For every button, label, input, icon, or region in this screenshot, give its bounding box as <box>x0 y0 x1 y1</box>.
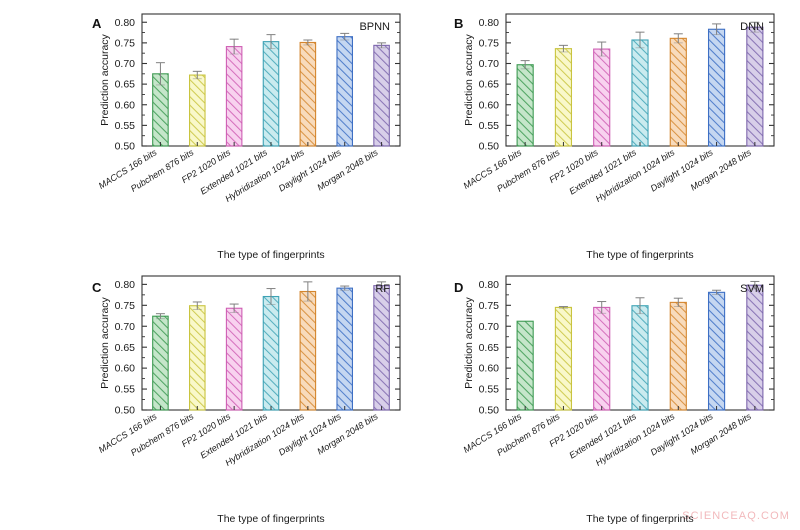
bar <box>262 295 280 411</box>
y-tick-label: 0.55 <box>115 384 136 396</box>
bar <box>516 64 534 147</box>
bar <box>669 301 687 411</box>
bar <box>516 320 534 411</box>
y-axis-title: Prediction accuracy <box>463 296 475 388</box>
y-tick-label: 0.55 <box>115 120 136 132</box>
bar-chart-svm: 0.50 0.55 0.60 0.65 0.70 0.75 0.80 Prediction a… <box>461 275 775 525</box>
y-tick-label: 0.75 <box>115 300 136 312</box>
panel-letter-b: B <box>454 16 464 31</box>
y-tick-label: 0.70 <box>479 321 500 333</box>
bar <box>336 287 354 411</box>
bar <box>262 41 280 147</box>
bar-chart-dnn: 0.50 0.55 0.60 0.65 0.70 0.75 0.80 Prediction a… <box>461 13 775 261</box>
y-tick-label: 0.55 <box>479 384 500 396</box>
chart-panel-d: D 0.50 0.55 0.60 0.65 0.70 0.75 0.80 Prediction … <box>450 264 790 528</box>
bar <box>188 74 206 147</box>
bar <box>152 315 169 411</box>
bar <box>746 26 764 147</box>
bar <box>373 44 390 147</box>
chart-panel-c: C 0.50 0.55 0.60 0.65 0.70 0.75 0.80 Prediction … <box>86 264 416 528</box>
x-category-label: Pubchem 876 bits <box>129 411 196 458</box>
x-axis-title: The type of fingerprints <box>217 249 324 261</box>
bar <box>225 307 243 411</box>
x-axis-title: The type of fingerprints <box>217 513 324 525</box>
model-name-label: DNN <box>740 21 764 33</box>
x-axis-title: The type of fingerprints <box>586 513 693 525</box>
y-tick-label: 0.65 <box>115 79 136 91</box>
y-tick-label: 0.80 <box>479 279 500 291</box>
y-tick-label: 0.75 <box>479 300 500 312</box>
bar <box>631 305 649 411</box>
bar <box>373 285 390 411</box>
x-category-label: MACCS 166 bits <box>97 147 159 191</box>
y-tick-label: 0.60 <box>479 363 500 375</box>
site-watermark: SCIENCEAQ.COM <box>682 510 790 522</box>
x-category-label: Daylight 1024 bits <box>277 147 343 194</box>
bar <box>299 41 317 147</box>
y-axis-title: Prediction accuracy <box>99 296 111 388</box>
bar <box>631 39 649 147</box>
x-axis-title: The type of fingerprints <box>586 249 693 261</box>
y-tick-label: 0.80 <box>115 17 136 29</box>
bar <box>336 36 354 147</box>
bar <box>593 306 611 411</box>
y-tick-label: 0.60 <box>479 99 500 111</box>
y-tick-label: 0.70 <box>115 321 136 333</box>
bar <box>707 291 726 411</box>
bar <box>669 37 687 147</box>
chart-panel-b: B 0.50 0.55 0.60 0.65 0.70 0.75 0.80 Prediction … <box>450 2 790 264</box>
y-tick-label: 0.75 <box>115 37 136 49</box>
x-category-label: Morgan 2048 bits <box>315 147 380 193</box>
chart-panel-a: A 0.50 0.55 0.60 0.65 0.70 0.75 0.80 Prediction … <box>86 2 416 264</box>
model-name-label: RF <box>375 283 390 295</box>
y-tick-label: 0.65 <box>479 79 500 91</box>
y-tick-label: 0.50 <box>479 141 500 153</box>
y-tick-label: 0.70 <box>115 58 136 70</box>
bar <box>299 290 317 411</box>
bar <box>593 48 611 147</box>
panel-letter-c: C <box>92 280 102 295</box>
bar <box>746 284 764 411</box>
y-tick-label: 0.75 <box>479 37 500 49</box>
x-category-label: Daylight 1024 bits <box>277 411 343 458</box>
model-name-label: BPNN <box>359 21 390 33</box>
y-axis-title: Prediction accuracy <box>463 33 475 125</box>
bar <box>707 28 726 147</box>
y-tick-label: 0.70 <box>479 58 500 70</box>
x-category-label: Pubchem 876 bits <box>495 411 562 458</box>
x-category-label: Morgan 2048 bits <box>315 411 380 457</box>
y-tick-label: 0.65 <box>115 342 136 354</box>
x-category-label: MACCS 166 bits <box>97 411 159 455</box>
model-name-label: SVM <box>740 283 764 295</box>
y-axis-title: Prediction accuracy <box>99 33 111 125</box>
bar <box>188 305 206 411</box>
y-tick-label: 0.50 <box>115 141 136 153</box>
y-tick-label: 0.80 <box>115 279 136 291</box>
bar-chart-bpnn: 0.50 0.55 0.60 0.65 0.70 0.75 0.80 Prediction a… <box>97 13 401 261</box>
bar <box>225 46 243 147</box>
panel-letter-d: D <box>454 280 464 295</box>
y-tick-label: 0.55 <box>479 120 500 132</box>
x-category-label: Pubchem 876 bits <box>495 147 562 194</box>
y-tick-label: 0.60 <box>115 363 136 375</box>
bar <box>554 306 573 411</box>
y-tick-label: 0.65 <box>479 342 500 354</box>
panel-letter-a: A <box>92 16 102 31</box>
y-tick-label: 0.50 <box>115 405 136 417</box>
y-tick-label: 0.50 <box>479 405 500 417</box>
bar-chart-rf: 0.50 0.55 0.60 0.65 0.70 0.75 0.80 Prediction a… <box>97 275 401 525</box>
y-tick-label: 0.80 <box>479 17 500 29</box>
bar <box>554 48 573 147</box>
y-tick-label: 0.60 <box>115 99 136 111</box>
x-category-label: Pubchem 876 bits <box>129 147 196 194</box>
